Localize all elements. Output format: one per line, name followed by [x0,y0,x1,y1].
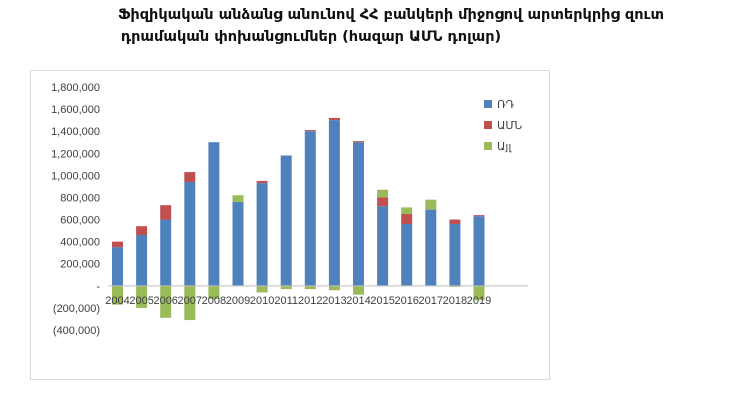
bar-2017-ՌԴ [425,209,437,286]
bar-2019-Այլ [473,285,485,301]
bar-2011-ՌԴ [280,155,292,286]
bar-2015-ՌԴ [377,206,389,286]
bar-2008-Այլ [208,285,220,300]
bar-2019-ԱՄՆ [473,215,485,217]
x-tick-label: 2015 [370,295,394,307]
bar-2013-Այլ [328,285,340,291]
bar-2018-Այլ [449,285,461,287]
bar-2013-ՌԴ [328,120,340,286]
bar-2006-ԱՄՆ [160,205,172,220]
x-tick-label: 2008 [202,295,226,307]
bar-2016-Այլ [401,207,413,215]
legend-label-ԱՄՆ: ԱՄՆ [497,120,522,132]
bar-2014-ԱՄՆ [353,141,364,143]
bar-2005-ԱՄՆ [136,226,148,236]
chart-frame [30,70,550,380]
bar-2009-Այլ [232,195,244,202]
x-tick-label: 2012 [298,295,322,307]
x-tick-label: 2006 [153,295,177,307]
x-tick-label: 2010 [250,295,274,307]
y-tick-label: 1,400,000 [51,126,100,138]
legend-swatch-ԱՄՆ [484,121,492,129]
x-tick-label: 2009 [226,295,250,307]
legend-label-Այլ: Այլ [497,141,512,153]
y-tick-label: (400,000) [53,325,100,337]
y-tick-label: 1,200,000 [51,148,100,160]
x-tick-label: 2004 [105,295,129,307]
bar-2010-Այլ [256,285,268,293]
bar-2011-Այլ [280,285,292,290]
bar-2007-Այլ [184,285,196,321]
y-tick-label: 1,000,000 [51,170,100,182]
y-tick-label: 1,800,000 [51,82,100,94]
x-tick-label: 2013 [322,295,346,307]
chart-title-line-2: դրամական փոխանցումներ (հազար ԱՄՆ դոլար) [120,29,502,45]
bar-2014-ՌԴ [353,142,364,286]
y-tick-label: 400,000 [60,237,100,249]
bar-2016-ԱՄՆ [401,214,413,224]
legend-label-ՌԴ: ՌԴ [497,99,514,111]
y-tick-label: (200,000) [53,303,100,315]
bar-2007-ԱՄՆ [184,172,196,182]
bar-2015-Այլ [377,189,389,198]
y-tick-label: 1,600,000 [51,104,100,116]
y-tick-label: - [96,281,100,293]
legend-swatch-Այլ [484,142,492,150]
bar-2004-ՌԴ [112,247,123,286]
bar-2006-Այլ [160,285,172,318]
x-tick-label: 2017 [419,295,443,307]
bar-2016-ՌԴ [401,223,413,286]
x-tick-label: 2005 [129,295,153,307]
bar-2017-Այլ [425,199,437,210]
bar-2012-ՌԴ [304,131,316,286]
bar-2019-ՌԴ [473,216,485,286]
legend-swatch-ՌԴ [484,100,492,108]
chart-title: Ֆիզիկական անձանց անունով ՀՀ բանկերի միջո… [0,4,732,48]
chart-title-line-1: Ֆիզիկական անձանց անունով ՀՀ բանկերի միջո… [117,7,664,23]
bar-2005-ՌԴ [136,235,148,286]
x-tick-label: 2016 [394,295,418,307]
bar-2010-ՌԴ [256,183,268,286]
bar-2006-ՌԴ [160,219,172,286]
bar-2005-Այլ [136,285,148,308]
bar-2012-Այլ [304,285,316,290]
bar-2018-ԱՄՆ [449,219,461,224]
x-tick-label: 2007 [178,295,202,307]
bar-2013-ԱՄՆ [328,117,340,121]
x-tick-label: 2014 [346,295,370,307]
bar-2014-Այլ [353,285,364,295]
x-tick-label: 2018 [443,295,467,307]
y-tick-label: 200,000 [60,259,100,271]
x-tick-label: 2019 [467,295,491,307]
y-tick-label: 600,000 [60,215,100,227]
y-tick-label: 800,000 [60,192,100,204]
bar-2008-ՌԴ [208,142,220,286]
bar-2012-ԱՄՆ [304,130,316,132]
bar-2015-ԱՄՆ [377,197,389,207]
bar-2004-ԱՄՆ [112,241,123,248]
x-tick-label: 2011 [274,295,298,307]
bar-2018-ՌԴ [449,223,461,286]
bar-2010-ԱՄՆ [256,180,268,184]
bar-2007-ՌԴ [184,181,196,286]
bar-2009-ՌԴ [232,201,244,286]
bar-2004-Այլ [112,285,123,305]
